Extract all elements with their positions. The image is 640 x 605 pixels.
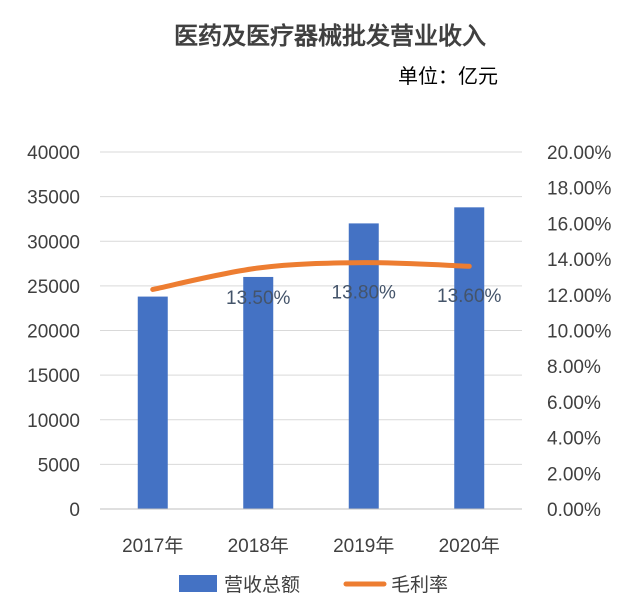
legend-label-bar: 营收总额 <box>224 574 300 596</box>
chart-unit-label: 单位：亿元 <box>398 64 498 88</box>
axes: 0 5000 10000 15000 20000 25000 30000 35000 40000… <box>27 143 611 557</box>
y-right-tick-label: 0.00% <box>547 500 601 521</box>
line-point <box>363 262 365 264</box>
line-series-path <box>150 260 472 292</box>
bar <box>454 207 485 509</box>
data-label: 13.50% <box>226 288 291 309</box>
y-right-tick-label: 4.00% <box>547 429 601 450</box>
line-point <box>468 265 470 267</box>
y-right-tick-label: 20.00% <box>547 143 612 164</box>
y-right-tick-label: 16.00% <box>547 214 612 235</box>
y-left-tick-label: 0 <box>69 500 80 521</box>
y-left-tick-label: 5000 <box>38 455 80 476</box>
y-right-tick-label: 8.00% <box>547 357 601 378</box>
y-right-tick-label: 2.00% <box>547 464 601 485</box>
x-tick-label: 2020年 <box>439 535 500 557</box>
bar <box>348 223 379 509</box>
line-series <box>150 260 472 292</box>
y-right-tick-label: 12.00% <box>547 286 612 307</box>
legend-label-line: 毛利率 <box>391 574 448 596</box>
chart-title: 医药及医疗器械批发营业收入 <box>174 22 486 50</box>
y-right-tick-label: 14.00% <box>547 250 612 271</box>
x-tick-label: 2018年 <box>228 535 289 557</box>
legend: 营收总额 毛利率 <box>179 574 448 596</box>
y-left-tick-label: 35000 <box>27 188 80 209</box>
data-label: 13.80% <box>332 283 397 304</box>
y-left-tick-label: 20000 <box>27 322 80 343</box>
bar <box>137 296 168 509</box>
data-labels: 13.50% 13.80% 13.60% <box>226 283 502 309</box>
y-right-tick-label: 10.00% <box>547 322 612 343</box>
x-tick-label: 2019年 <box>333 535 394 557</box>
x-tick-label: 2017年 <box>122 535 183 557</box>
y-left-tick-label: 30000 <box>27 232 80 253</box>
data-label: 13.60% <box>437 286 502 307</box>
bars-series <box>137 207 485 509</box>
y-right-tick-label: 18.00% <box>547 179 612 200</box>
line-point <box>257 267 259 269</box>
legend-swatch-bar <box>179 575 217 592</box>
y-left-tick-label: 10000 <box>27 411 80 432</box>
y-left-tick-label: 25000 <box>27 277 80 298</box>
y-right-tick-label: 6.00% <box>547 393 601 414</box>
y-left-tick-label: 40000 <box>27 143 80 164</box>
line-point <box>152 288 154 290</box>
bar <box>243 276 274 509</box>
y-left-tick-label: 15000 <box>27 366 80 387</box>
